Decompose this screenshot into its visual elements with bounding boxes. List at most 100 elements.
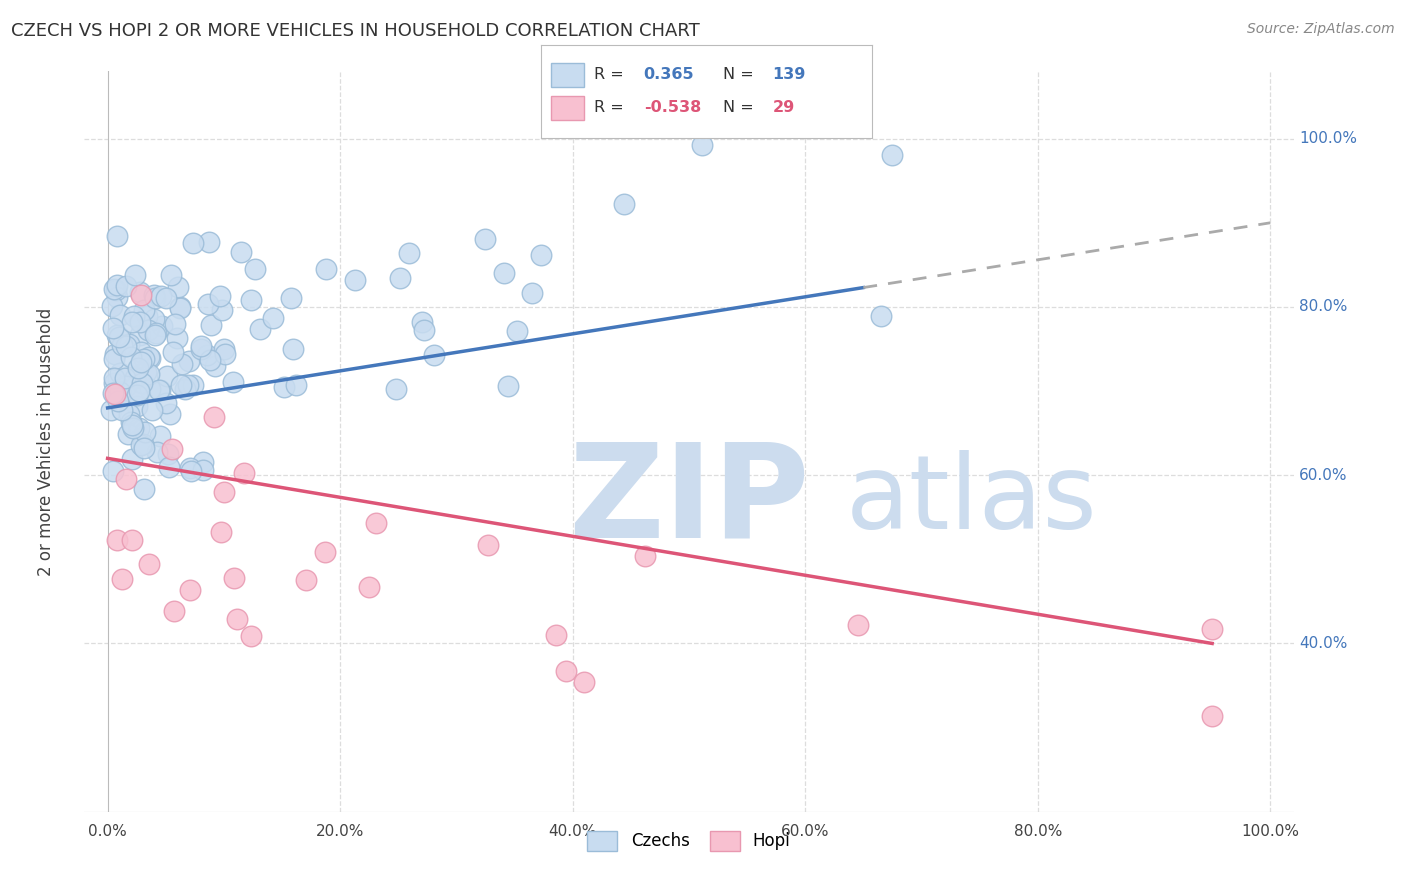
Point — [506, 324, 529, 338]
Point — [239, 629, 262, 643]
Text: -0.538: -0.538 — [644, 100, 702, 115]
Point — [544, 628, 567, 642]
Point — [150, 319, 173, 334]
Point — [138, 383, 160, 397]
Text: Source: ZipAtlas.com: Source: ZipAtlas.com — [1247, 22, 1395, 37]
Point — [121, 418, 143, 433]
Point — [118, 337, 141, 351]
Text: ZIP: ZIP — [568, 437, 810, 565]
Point — [413, 323, 436, 337]
Point — [105, 533, 128, 547]
Point — [132, 482, 155, 496]
Point — [138, 557, 160, 571]
Point — [385, 382, 408, 396]
Point — [128, 384, 150, 398]
Point — [846, 618, 869, 632]
Point — [143, 327, 166, 342]
Point — [118, 407, 141, 421]
Point — [111, 338, 134, 352]
Point — [131, 355, 153, 369]
Point — [103, 351, 125, 366]
Point — [103, 321, 125, 335]
Text: atlas: atlas — [846, 450, 1098, 551]
Point — [520, 285, 543, 300]
Point — [104, 283, 127, 297]
Point — [214, 484, 236, 499]
FancyBboxPatch shape — [551, 63, 585, 87]
Point — [180, 464, 202, 478]
Text: N =: N = — [723, 67, 754, 82]
Point — [121, 316, 143, 330]
Point — [389, 271, 412, 285]
Text: 29: 29 — [773, 100, 794, 115]
Text: N =: N = — [723, 100, 754, 115]
Point — [191, 463, 214, 477]
Point — [232, 467, 254, 481]
Point — [148, 384, 170, 398]
Point — [114, 370, 136, 384]
Text: R =: R = — [595, 67, 624, 82]
Point — [166, 330, 188, 344]
Text: 0.0%: 0.0% — [89, 824, 127, 839]
Point — [111, 402, 134, 417]
Point — [366, 516, 388, 531]
Point — [572, 675, 595, 690]
Point — [181, 378, 204, 392]
Point — [159, 407, 181, 421]
Point — [101, 299, 124, 313]
Point — [105, 328, 128, 343]
Point — [138, 367, 160, 381]
Text: R =: R = — [595, 100, 624, 115]
Point — [120, 415, 142, 429]
Point — [114, 379, 136, 393]
Point — [477, 538, 499, 552]
Point — [134, 441, 156, 455]
Point — [273, 380, 295, 394]
FancyBboxPatch shape — [551, 96, 585, 120]
Point — [159, 268, 181, 282]
Point — [170, 378, 193, 392]
Point — [634, 549, 657, 564]
Point — [145, 326, 167, 341]
Point — [157, 447, 180, 461]
Point — [179, 353, 201, 368]
Text: 60.0%: 60.0% — [780, 824, 830, 839]
Point — [105, 290, 128, 304]
Point — [155, 396, 177, 410]
Point — [104, 387, 127, 401]
Point — [100, 403, 122, 417]
Point — [162, 442, 184, 457]
Point — [129, 315, 152, 329]
Point — [127, 387, 149, 401]
Point — [163, 317, 186, 331]
Point — [131, 376, 153, 390]
Text: 139: 139 — [773, 67, 806, 82]
Point — [613, 197, 636, 211]
Point — [142, 288, 165, 302]
Text: 80.0%: 80.0% — [1299, 300, 1348, 314]
Point — [190, 342, 212, 356]
Point — [108, 308, 131, 322]
Point — [200, 353, 222, 368]
Point — [122, 309, 145, 323]
Point — [114, 471, 136, 485]
Point — [104, 346, 127, 360]
Point — [190, 339, 212, 353]
Point — [343, 273, 366, 287]
Text: 60.0%: 60.0% — [1299, 467, 1348, 483]
Point — [1201, 708, 1223, 723]
Point — [149, 428, 172, 442]
Legend: Czechs, Hopi: Czechs, Hopi — [579, 823, 799, 859]
Point — [211, 302, 233, 317]
Point — [167, 279, 190, 293]
Point — [115, 339, 138, 353]
Point — [209, 525, 232, 540]
Point — [281, 342, 304, 356]
Point — [222, 375, 245, 389]
Point — [179, 582, 201, 597]
Point — [155, 291, 177, 305]
Point — [105, 278, 128, 293]
Point — [198, 235, 221, 249]
Text: 100.0%: 100.0% — [1299, 131, 1357, 146]
Point — [195, 348, 218, 362]
